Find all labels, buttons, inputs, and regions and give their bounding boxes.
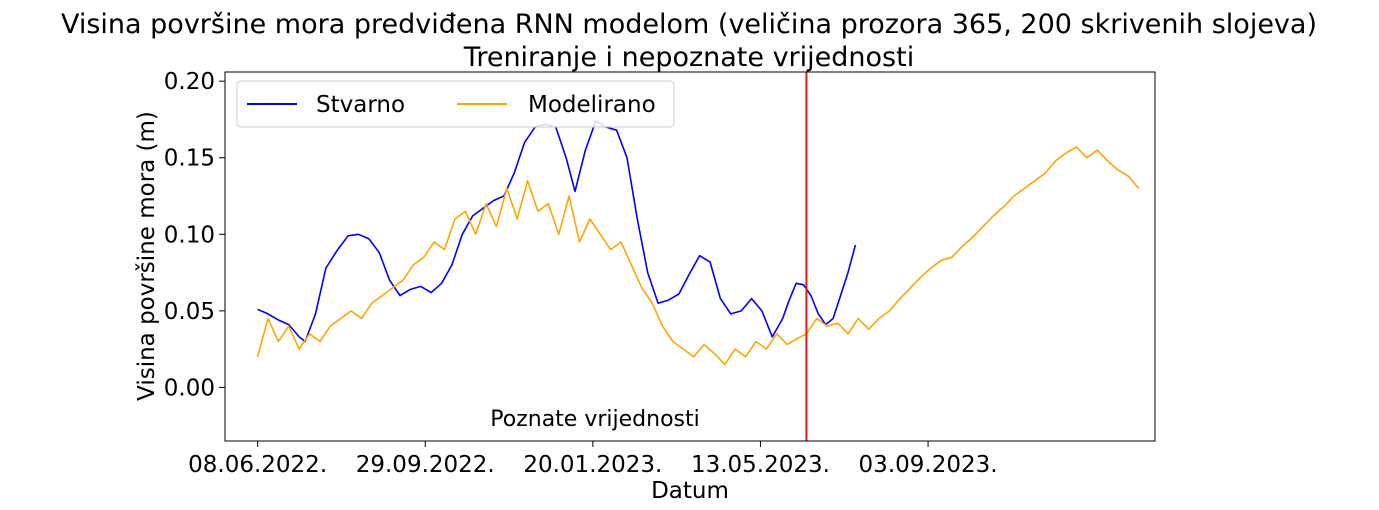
x-tick-label: 29.09.2022. (356, 452, 495, 478)
axes-frame (224, 71, 1156, 442)
series-line-modelirano (256, 146, 1140, 366)
x-tick-label: 20.01.2023. (523, 452, 662, 478)
legend-label-stvarno: Stvarno (316, 92, 405, 118)
y-tick-label: 0.15 (164, 146, 215, 172)
legend-label-modelirano: Modelirano (528, 92, 656, 118)
chart-title: Visina površine mora predviđena RNN mode… (61, 9, 1317, 40)
x-axis-label: Datum (651, 478, 729, 504)
y-tick-label: 0.00 (164, 375, 215, 401)
legend: Stvarno Modelirano (236, 80, 675, 128)
x-tick-label: 13.05.2023. (691, 452, 830, 478)
plot-area: 0.00 0.05 0.10 0.15 0.20 08.06.2022. 29.09.202… (164, 69, 1156, 478)
y-tick-label: 0.20 (164, 69, 215, 95)
legend-box (236, 80, 675, 128)
y-tick-label: 0.05 (164, 299, 215, 325)
chart-subtitle: Treniranje i nepoznate vrijednosti (463, 42, 914, 73)
x-tick-label: 08.06.2022. (188, 452, 327, 478)
series-line-stvarno (257, 120, 857, 343)
y-axis-label: Visina površine mora (m) (134, 111, 160, 401)
split-annotation: Poznate vrijednosti (490, 407, 699, 432)
x-tick-label: 03.09.2023. (859, 452, 998, 478)
y-tick-label: 0.10 (164, 222, 215, 248)
